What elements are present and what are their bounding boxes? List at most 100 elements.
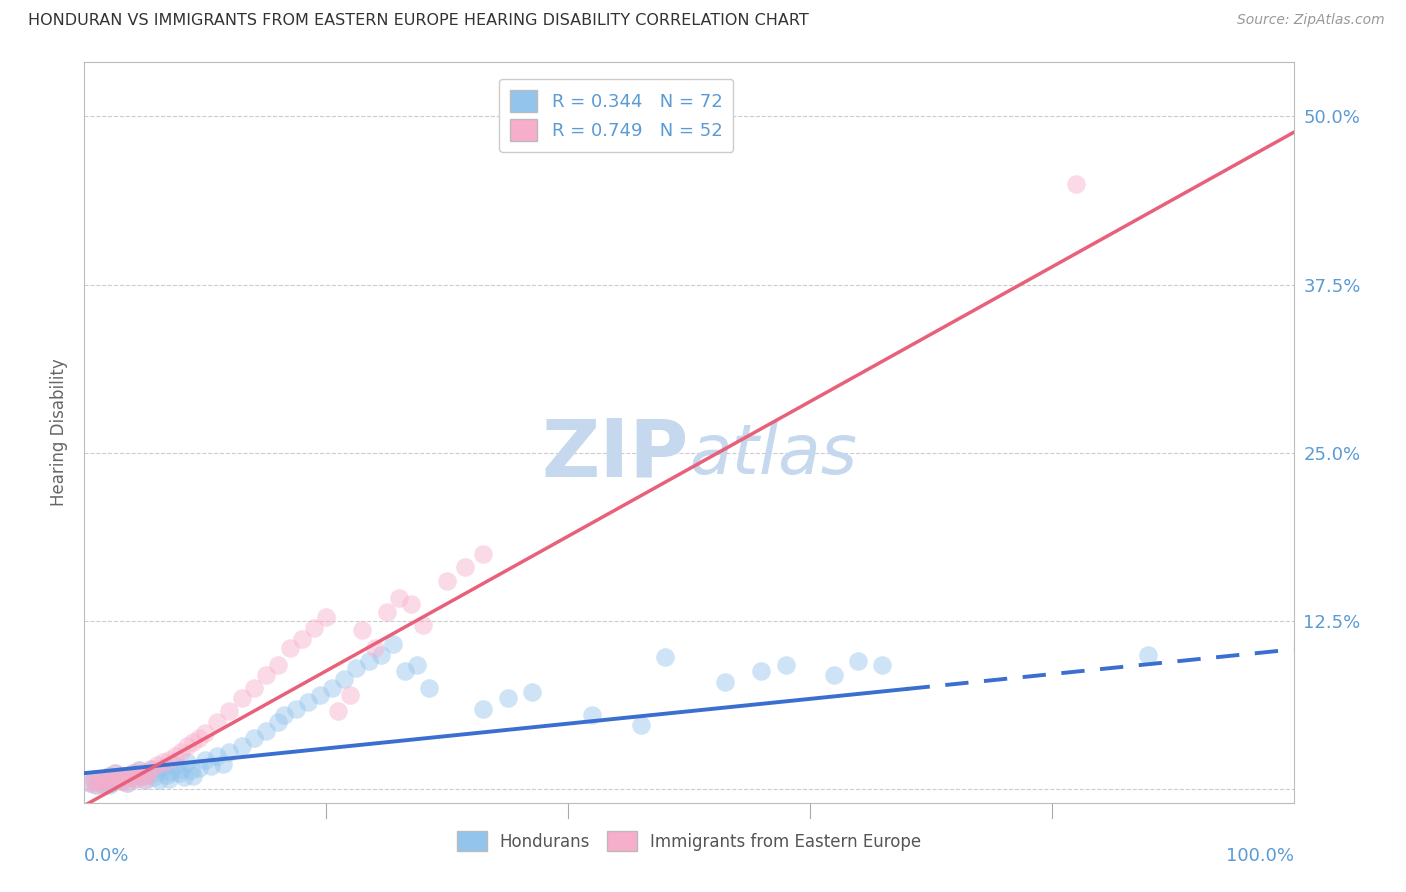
- Point: [87, 774, 110, 789]
- Point: [157, 772, 180, 786]
- Point: [110, 774, 132, 789]
- Point: [128, 764, 150, 778]
- Point: [333, 672, 356, 686]
- Point: [472, 701, 495, 715]
- Point: [97, 769, 120, 783]
- Point: [131, 769, 153, 783]
- Point: [83, 772, 105, 786]
- Point: [83, 772, 105, 786]
- Point: [170, 762, 193, 776]
- Point: [136, 767, 159, 781]
- Point: [124, 772, 146, 786]
- Point: [302, 621, 325, 635]
- Point: [86, 778, 108, 792]
- Point: [181, 735, 204, 749]
- Point: [180, 764, 202, 778]
- Point: [115, 775, 138, 789]
- Point: [207, 748, 229, 763]
- Point: [375, 605, 398, 619]
- Point: [1064, 177, 1087, 191]
- Point: [823, 668, 845, 682]
- Point: [218, 704, 240, 718]
- Point: [267, 658, 290, 673]
- Point: [472, 547, 495, 561]
- Point: [254, 668, 277, 682]
- Point: [160, 764, 183, 779]
- Point: [654, 650, 676, 665]
- Text: ZIP: ZIP: [541, 416, 689, 494]
- Text: atlas: atlas: [689, 421, 856, 488]
- Point: [751, 664, 773, 678]
- Point: [110, 774, 132, 789]
- Point: [131, 769, 153, 783]
- Point: [381, 637, 404, 651]
- Point: [273, 708, 295, 723]
- Point: [157, 753, 180, 767]
- Point: [87, 774, 110, 789]
- Point: [406, 658, 429, 673]
- Point: [91, 777, 114, 791]
- Point: [194, 753, 217, 767]
- Point: [267, 714, 290, 729]
- Legend: Hondurans, Immigrants from Eastern Europe: Hondurans, Immigrants from Eastern Europ…: [450, 825, 928, 857]
- Point: [581, 708, 603, 723]
- Point: [496, 690, 519, 705]
- Point: [370, 648, 392, 662]
- Point: [86, 778, 108, 792]
- Point: [104, 766, 127, 780]
- Point: [436, 574, 458, 588]
- Point: [112, 769, 135, 783]
- Point: [94, 772, 117, 787]
- Point: [309, 688, 332, 702]
- Point: [200, 759, 222, 773]
- Point: [79, 775, 101, 789]
- Point: [104, 766, 127, 780]
- Point: [134, 772, 156, 787]
- Point: [207, 714, 229, 729]
- Point: [146, 764, 169, 779]
- Point: [167, 766, 190, 780]
- Y-axis label: Hearing Disability: Hearing Disability: [51, 359, 69, 507]
- Point: [630, 717, 652, 731]
- Point: [91, 777, 114, 791]
- Point: [139, 762, 162, 776]
- Point: [454, 560, 477, 574]
- Point: [399, 597, 422, 611]
- Point: [100, 775, 122, 789]
- Point: [218, 745, 240, 759]
- Point: [194, 726, 217, 740]
- Point: [79, 775, 101, 789]
- Text: HONDURAN VS IMMIGRANTS FROM EASTERN EUROPE HEARING DISABILITY CORRELATION CHART: HONDURAN VS IMMIGRANTS FROM EASTERN EURO…: [28, 13, 808, 29]
- Point: [188, 731, 211, 746]
- Point: [315, 610, 337, 624]
- Point: [352, 624, 374, 638]
- Point: [297, 695, 319, 709]
- Point: [121, 766, 143, 780]
- Point: [394, 664, 416, 678]
- Point: [242, 731, 264, 746]
- Point: [1137, 648, 1160, 662]
- Text: 0.0%: 0.0%: [84, 847, 129, 865]
- Point: [412, 618, 434, 632]
- Point: [121, 766, 143, 780]
- Point: [231, 690, 253, 705]
- Point: [107, 772, 129, 786]
- Point: [775, 658, 797, 673]
- Point: [124, 772, 146, 786]
- Point: [346, 661, 368, 675]
- Point: [520, 685, 543, 699]
- Point: [418, 681, 440, 696]
- Point: [143, 770, 166, 784]
- Point: [388, 591, 411, 606]
- Point: [212, 756, 235, 771]
- Point: [120, 770, 142, 784]
- Point: [321, 681, 343, 696]
- Point: [363, 640, 385, 655]
- Point: [714, 674, 737, 689]
- Point: [188, 761, 211, 775]
- Point: [284, 701, 308, 715]
- Point: [148, 772, 170, 787]
- Point: [176, 739, 198, 754]
- Point: [846, 655, 869, 669]
- Point: [94, 772, 117, 787]
